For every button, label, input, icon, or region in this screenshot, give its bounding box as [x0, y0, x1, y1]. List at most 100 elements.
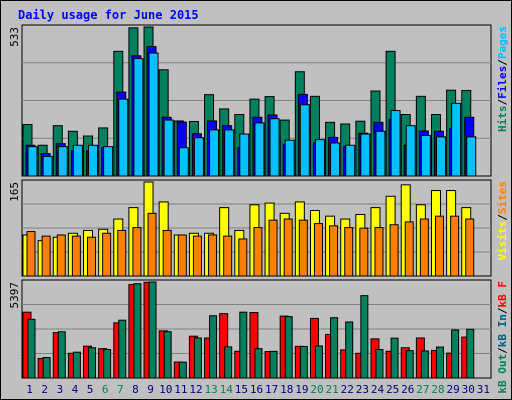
page-title: Daily usage for June 2015 — [18, 8, 199, 22]
x-tick-label-day-3: 3 — [57, 383, 64, 396]
bar-sites-day-8 — [132, 227, 142, 277]
bar-pages-day-10 — [163, 119, 174, 177]
x-tick-label-day-22: 22 — [341, 383, 354, 396]
legend-item: Visits — [496, 221, 509, 261]
bar-kb-out-day-14 — [224, 346, 233, 379]
bar-pages-day-9 — [148, 52, 159, 177]
bar-pages-day-1 — [27, 146, 38, 177]
x-tick-label-day-25: 25 — [386, 383, 399, 396]
bar-kb-out-day-27 — [420, 350, 429, 379]
bar-pages-day-27 — [420, 134, 431, 177]
bar-sites-day-16 — [253, 227, 263, 277]
x-tick-label-day-10: 10 — [159, 383, 172, 396]
x-tick-label-day-24: 24 — [371, 383, 385, 396]
bar-pages-day-20 — [314, 139, 325, 177]
x-tick-label-day-26: 26 — [401, 383, 414, 396]
legend-kbf-kbin-kbout: kB Out/kB In/kB F — [496, 281, 509, 394]
bar-pages-day-5 — [88, 144, 99, 177]
bar-pages-day-28 — [435, 136, 446, 177]
bar-pages-day-24 — [375, 130, 386, 177]
bar-kb-f-day-14 — [219, 313, 229, 379]
bar-sites-day-30 — [465, 218, 475, 277]
bar-sites-day-5 — [87, 236, 97, 277]
bar-pages-day-4 — [72, 144, 83, 177]
bar-kb-out-day-20 — [314, 345, 323, 379]
y-max-label: 5397 — [8, 282, 21, 309]
x-tick-label-day-12: 12 — [189, 383, 202, 396]
bar-sites-day-12 — [192, 235, 202, 277]
bar-pages-day-25 — [390, 110, 401, 177]
bar-kb-out-day-8 — [133, 283, 142, 379]
bar-sites-day-9 — [147, 212, 157, 277]
bar-sites-day-25 — [389, 224, 399, 277]
x-tick-label-day-18: 18 — [280, 383, 293, 396]
bar-kb-out-day-3 — [57, 331, 66, 379]
bar-kb-f-day-16 — [249, 312, 259, 379]
legend-item: / — [496, 347, 509, 354]
bar-pages-day-21 — [330, 142, 341, 177]
bar-sites-day-23 — [359, 227, 369, 277]
bar-kb-out-day-2 — [42, 357, 51, 379]
chart-panel-visits-sites: 165 Visits/Sites — [8, 179, 509, 277]
bar-kb-out-day-18 — [284, 316, 293, 379]
bar-kb-out-day-25 — [390, 337, 399, 379]
bar-pages-day-23 — [360, 133, 371, 177]
x-tick-label-day-15: 15 — [235, 383, 248, 396]
bar-kb-out-day-13 — [209, 315, 218, 379]
bar-sites-day-11 — [177, 234, 187, 277]
bar-sites-day-2 — [41, 235, 51, 277]
bar-sites-day-15 — [238, 238, 248, 277]
bar-kb-out-day-22 — [345, 321, 354, 379]
bar-sites-day-19 — [298, 219, 308, 277]
bar-sites-day-10 — [162, 229, 172, 277]
legend-item: kB F — [496, 281, 509, 308]
bar-sites-day-21 — [329, 225, 339, 277]
x-tick-label-day-31: 31 — [477, 383, 490, 396]
legend-item: / — [496, 59, 509, 66]
bar-kb-out-day-19 — [299, 346, 308, 379]
bar-sites-day-7 — [117, 229, 127, 277]
bar-pages-day-18 — [284, 139, 295, 177]
bar-kb-out-day-24 — [375, 349, 384, 379]
bar-pages-day-6 — [103, 146, 114, 177]
bar-pages-day-16 — [254, 122, 265, 177]
bar-pages-day-3 — [57, 146, 68, 177]
bar-sites-day-17 — [268, 219, 278, 277]
bar-kb-out-day-15 — [239, 311, 248, 379]
bar-sites-day-24 — [374, 227, 384, 277]
legend-item: / — [496, 214, 509, 221]
bar-kb-out-day-28 — [435, 346, 444, 379]
bar-kb-out-day-16 — [254, 348, 263, 379]
legend-item: Sites — [496, 181, 509, 214]
bar-sites-day-6 — [102, 232, 112, 277]
x-tick-label-day-17: 17 — [265, 383, 278, 396]
x-tick-label-day-21: 21 — [326, 383, 339, 396]
x-tick-label-day-7: 7 — [117, 383, 124, 396]
bar-kb-out-day-4 — [72, 351, 81, 379]
bar-kb-out-day-21 — [330, 317, 339, 379]
legend-item: kB In — [496, 314, 509, 347]
bar-sites-day-3 — [56, 234, 66, 277]
bar-pages-day-7 — [118, 98, 129, 177]
legend-item: / — [496, 99, 509, 106]
x-tick-label-day-27: 27 — [416, 383, 429, 396]
x-tick-label-day-16: 16 — [250, 383, 263, 396]
bar-pages-day-2 — [42, 155, 53, 177]
bar-kb-out-day-5 — [88, 347, 97, 379]
bar-kb-out-day-10 — [163, 331, 172, 379]
y-max-label: 533 — [8, 27, 21, 47]
bar-sites-day-26 — [404, 221, 414, 277]
bar-sites-day-4 — [71, 235, 81, 277]
bar-sites-day-1 — [26, 231, 36, 277]
x-tick-label-day-14: 14 — [220, 383, 234, 396]
x-tick-label-day-5: 5 — [87, 383, 94, 396]
x-tick-label-day-8: 8 — [132, 383, 139, 396]
legend-item: Files — [496, 66, 509, 99]
bar-pages-day-29 — [451, 102, 462, 177]
x-tick-label-day-11: 11 — [174, 383, 187, 396]
bar-kb-out-day-11 — [178, 361, 187, 379]
bar-pages-day-26 — [405, 125, 416, 177]
